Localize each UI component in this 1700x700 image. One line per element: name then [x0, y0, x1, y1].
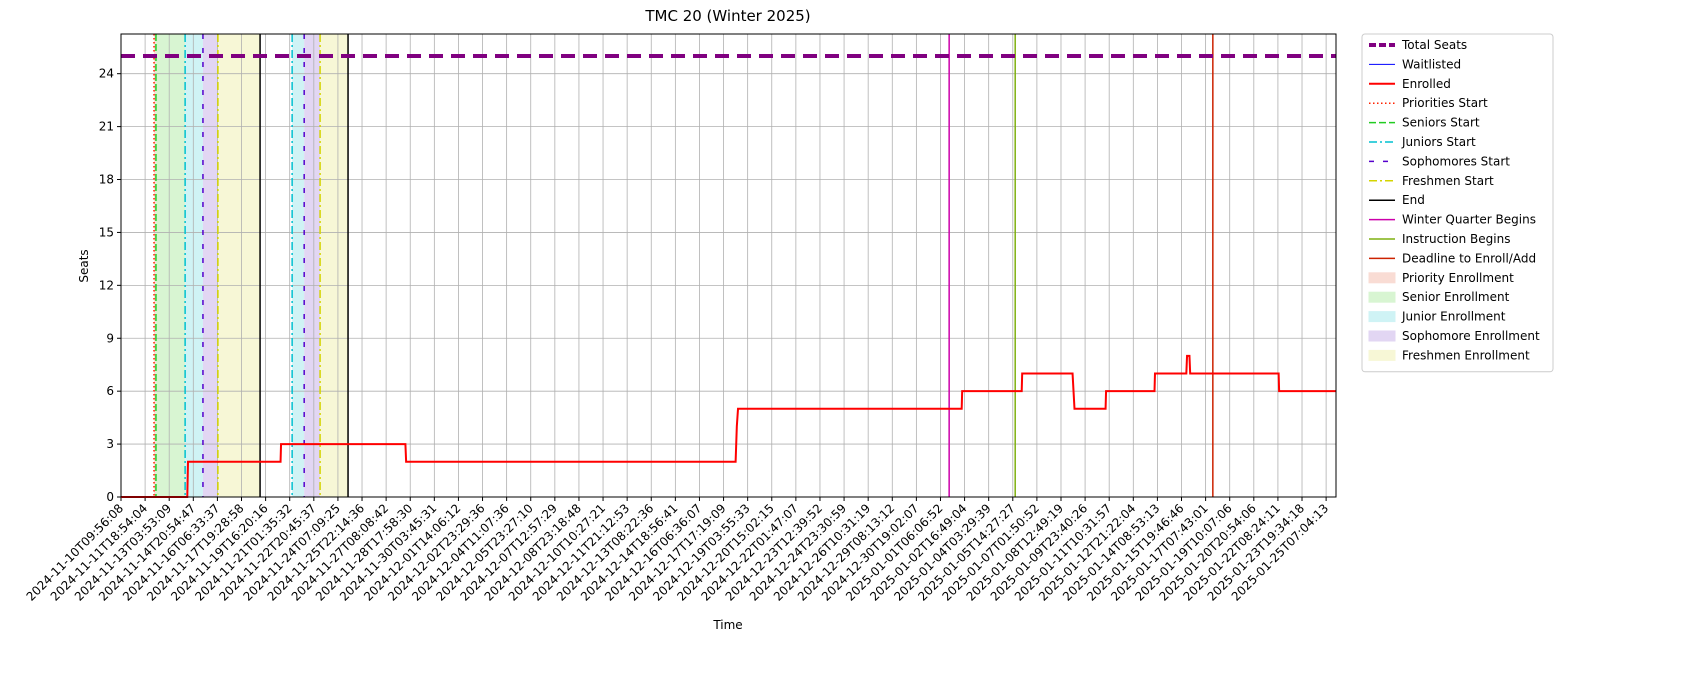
legend-box [1361, 33, 1554, 373]
legend-label: Instruction Begins [1402, 232, 1510, 246]
legend-label: Waitlisted [1402, 57, 1461, 71]
plot-frame [120, 33, 1337, 498]
y-axis-label: Seats [77, 249, 91, 282]
legend-label: Deadline to Enroll/Add [1402, 251, 1536, 265]
legend-label: Sophomores Start [1402, 154, 1510, 168]
x-axis-label: Time [712, 618, 742, 632]
y-tick-label: 18 [99, 173, 114, 187]
legend-label: Priority Enrollment [1402, 271, 1514, 285]
enrollment-span [304, 34, 321, 497]
y-tick-label: 6 [106, 384, 114, 398]
legend-label: Juniors Start [1401, 135, 1476, 149]
legend-swatch [1368, 291, 1396, 303]
y-tick-label: 12 [99, 278, 114, 292]
legend-label: Enrolled [1402, 77, 1451, 91]
legend-swatch [1368, 311, 1396, 323]
legend-label: End [1402, 193, 1425, 207]
legend-label: Total Seats [1401, 38, 1467, 52]
y-tick-label: 21 [99, 120, 114, 134]
enrollment-span [154, 34, 156, 497]
series-line [121, 354, 1336, 498]
legend-swatch [1368, 330, 1396, 342]
legend-swatch [1368, 272, 1396, 284]
legend-label: Winter Quarter Begins [1402, 213, 1536, 227]
legend-label: Senior Enrollment [1402, 290, 1510, 304]
legend-label: Priorities Start [1402, 96, 1488, 110]
legend-label: Seniors Start [1402, 116, 1480, 130]
legend-swatch [1368, 349, 1396, 361]
legend-label: Freshmen Start [1402, 174, 1494, 188]
enrollment-span [320, 34, 349, 497]
chart-title: TMC 20 (Winter 2025) [644, 7, 810, 25]
legend-label: Sophomore Enrollment [1402, 329, 1540, 343]
y-tick-label: 15 [99, 225, 114, 239]
y-tick-label: 0 [106, 490, 114, 504]
y-tick-label: 24 [99, 67, 114, 81]
enrollment-span [217, 34, 261, 497]
enrollment-span [185, 34, 203, 497]
legend-label: Freshmen Enrollment [1402, 348, 1530, 362]
legend-label: Junior Enrollment [1401, 310, 1506, 324]
enrollment-span [202, 34, 218, 497]
y-tick-label: 9 [106, 331, 114, 345]
y-tick-label: 3 [106, 437, 114, 451]
enrollment-span [292, 34, 305, 497]
enrollment-span [155, 34, 186, 497]
